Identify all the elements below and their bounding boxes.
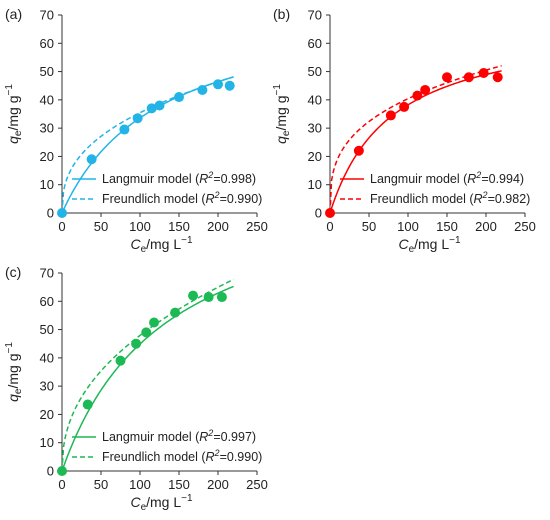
x-tick-label: 100 xyxy=(129,219,151,234)
x-tick-label: 150 xyxy=(168,219,190,234)
y-tick-label: 40 xyxy=(40,92,54,107)
data-point xyxy=(82,399,93,410)
x-tick-label: 150 xyxy=(436,219,458,234)
x-tick-label: 200 xyxy=(207,219,229,234)
data-point xyxy=(492,72,503,83)
panel-label: (a) xyxy=(5,6,22,22)
data-point xyxy=(119,124,130,135)
panel-a: (a) 0 50 100 150 200 250 0 10 20 30 40 50 60 70 Ce/mg L… xyxy=(4,6,268,255)
y-tick-label: 50 xyxy=(40,64,54,79)
panel-b: (b) 0 50 100 150 200 250 0 10 20 30 40 50 60 70 Ce/mg L… xyxy=(272,6,536,255)
y-tick-label: 30 xyxy=(40,379,54,394)
y-tick-label: 10 xyxy=(308,177,322,192)
y-tick-label: 50 xyxy=(40,322,54,337)
legend-freundlich-text: Freundlich model (R2=0.990) xyxy=(102,448,262,464)
data-point xyxy=(325,208,335,218)
x-tick-label: 0 xyxy=(58,477,65,492)
y-tick-label: 40 xyxy=(308,92,322,107)
legend-freundlich-text: Freundlich model (R2=0.990) xyxy=(102,190,262,206)
data-point xyxy=(203,292,214,303)
x-tick-label: 0 xyxy=(58,219,65,234)
panel-label: (b) xyxy=(273,6,290,22)
data-point xyxy=(399,101,410,112)
x-axis-label: Ce/mg L−1 xyxy=(130,493,193,513)
y-tick-label: 60 xyxy=(308,36,322,51)
y-tick-label: 70 xyxy=(40,8,54,23)
data-point xyxy=(141,327,152,338)
y-tick-label: 30 xyxy=(40,121,54,136)
legend-freundlich-text: Freundlich model (R2=0.982) xyxy=(370,190,530,206)
panel-c: (c) 0 50 100 150 200 250 0 10 20 30 40 50 60 70 Ce/mg L… xyxy=(4,264,268,513)
x-tick-label: 150 xyxy=(168,477,190,492)
data-point xyxy=(213,79,223,90)
y-tick-label: 20 xyxy=(308,149,322,164)
freundlich-curve xyxy=(329,65,502,214)
data-point xyxy=(353,145,364,156)
x-tick-label: 0 xyxy=(326,219,333,234)
data-point xyxy=(86,154,97,165)
data-point xyxy=(132,113,143,124)
data-point xyxy=(115,355,126,366)
y-axis-label: qe/mg g−1 xyxy=(272,84,292,144)
data-point xyxy=(442,72,452,83)
x-axis-label: Ce/mg L−1 xyxy=(130,235,193,255)
legend-langmuir-text: Langmuir model (R2=0.997) xyxy=(102,428,256,444)
y-tick-label: 10 xyxy=(40,435,54,450)
y-tick-label: 70 xyxy=(40,266,54,281)
y-tick-label: 30 xyxy=(308,121,322,136)
y-axis-label: qe/mg g−1 xyxy=(4,84,24,144)
data-point xyxy=(131,338,142,349)
data-point xyxy=(188,290,199,301)
data-point xyxy=(149,317,160,328)
y-tick-label: 60 xyxy=(40,36,54,51)
y-tick-label: 70 xyxy=(308,8,322,23)
data-point xyxy=(57,208,67,218)
data-point xyxy=(420,84,431,95)
y-tick-label: 50 xyxy=(308,64,322,79)
y-tick-label: 40 xyxy=(40,350,54,365)
data-point xyxy=(224,80,235,91)
y-tick-label: 0 xyxy=(47,464,54,479)
y-tick-label: 10 xyxy=(40,177,54,192)
y-tick-label: 0 xyxy=(315,206,322,221)
data-point xyxy=(146,103,157,114)
y-tick-label: 20 xyxy=(40,407,54,422)
y-axis-label: qe/mg g−1 xyxy=(4,342,24,402)
legend-langmuir-text: Langmuir model (R2=0.994) xyxy=(370,170,524,186)
x-tick-label: 50 xyxy=(94,219,108,234)
data-point xyxy=(154,100,165,111)
legend: Langmuir model (R2=0.998) Freundlich mode… xyxy=(72,170,262,206)
x-tick-label: 50 xyxy=(94,477,108,492)
y-tick-label: 0 xyxy=(47,206,54,221)
x-tick-label: 200 xyxy=(475,219,497,234)
x-tick-label: 200 xyxy=(207,477,229,492)
y-tick-label: 60 xyxy=(40,294,54,309)
data-point xyxy=(412,90,423,101)
data-point xyxy=(57,466,67,476)
data-point xyxy=(385,110,396,121)
legend: Langmuir model (R2=0.994) Freundlich mode… xyxy=(340,170,530,206)
x-tick-label: 100 xyxy=(397,219,419,234)
x-tick-label: 100 xyxy=(129,477,151,492)
data-point xyxy=(170,307,181,318)
x-axis-label: Ce/mg L−1 xyxy=(398,235,461,255)
legend-langmuir-text: Langmuir model (R2=0.998) xyxy=(102,170,256,186)
x-tick-label: 250 xyxy=(246,219,268,234)
x-tick-label: 50 xyxy=(362,219,376,234)
data-point xyxy=(197,84,208,95)
data-point xyxy=(478,67,489,78)
data-point xyxy=(463,72,474,83)
panel-label: (c) xyxy=(5,264,21,280)
data-point xyxy=(216,292,227,303)
x-tick-label: 250 xyxy=(514,219,536,234)
data-point xyxy=(174,92,184,103)
x-tick-label: 250 xyxy=(246,477,268,492)
legend: Langmuir model (R2=0.997) Freundlich mode… xyxy=(72,428,262,464)
y-tick-label: 20 xyxy=(40,149,54,164)
